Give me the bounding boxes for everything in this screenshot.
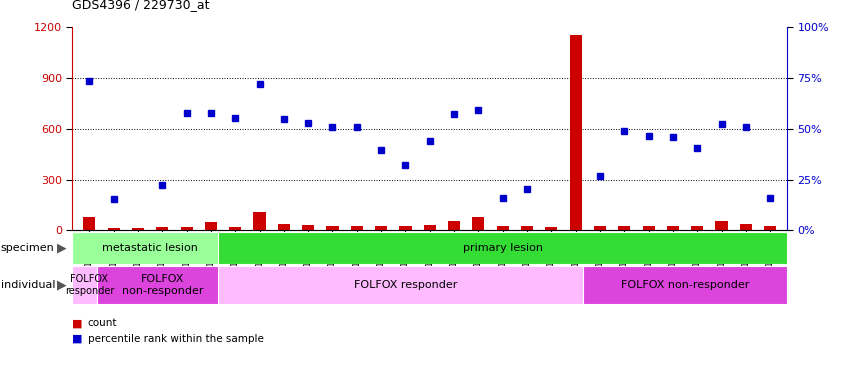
Text: specimen: specimen: [1, 243, 54, 253]
Bar: [448, 221, 460, 230]
Text: individual: individual: [1, 280, 55, 290]
Text: metastatic lesion: metastatic lesion: [102, 243, 198, 253]
Bar: [302, 225, 314, 230]
Bar: [180, 227, 192, 230]
Bar: [569, 35, 582, 230]
Text: FOLFOX
non-responder: FOLFOX non-responder: [122, 274, 203, 296]
Bar: [399, 226, 412, 230]
Bar: [375, 226, 387, 230]
Bar: [472, 217, 484, 230]
Bar: [497, 226, 509, 230]
Bar: [424, 225, 436, 230]
Bar: [72, 232, 228, 264]
Text: percentile rank within the sample: percentile rank within the sample: [88, 334, 264, 344]
Bar: [107, 228, 120, 230]
Text: primary lesion: primary lesion: [463, 243, 543, 253]
Bar: [618, 226, 631, 230]
Bar: [740, 223, 752, 230]
Bar: [327, 226, 339, 230]
Text: FOLFOX
responder: FOLFOX responder: [65, 274, 114, 296]
Bar: [218, 232, 787, 264]
Bar: [351, 226, 363, 230]
Bar: [764, 226, 776, 230]
Bar: [157, 227, 168, 230]
Text: ▶: ▶: [57, 278, 67, 291]
Text: ▶: ▶: [57, 242, 67, 255]
Bar: [83, 217, 95, 230]
Bar: [254, 212, 266, 230]
Text: count: count: [88, 318, 117, 328]
Text: FOLFOX non-responder: FOLFOX non-responder: [621, 280, 749, 290]
Text: FOLFOX responder: FOLFOX responder: [354, 280, 457, 290]
Bar: [667, 226, 679, 230]
Text: ■: ■: [72, 318, 83, 328]
Bar: [205, 222, 217, 230]
Text: ■: ■: [72, 334, 83, 344]
Bar: [277, 225, 290, 230]
Bar: [643, 226, 654, 230]
Bar: [97, 266, 228, 304]
Text: GDS4396 / 229730_at: GDS4396 / 229730_at: [72, 0, 210, 12]
Bar: [72, 266, 106, 304]
Bar: [521, 226, 533, 230]
Bar: [229, 227, 242, 230]
Bar: [583, 266, 787, 304]
Bar: [132, 228, 144, 230]
Bar: [594, 226, 606, 230]
Bar: [716, 221, 728, 230]
Bar: [218, 266, 592, 304]
Bar: [545, 227, 557, 230]
Bar: [691, 226, 703, 230]
